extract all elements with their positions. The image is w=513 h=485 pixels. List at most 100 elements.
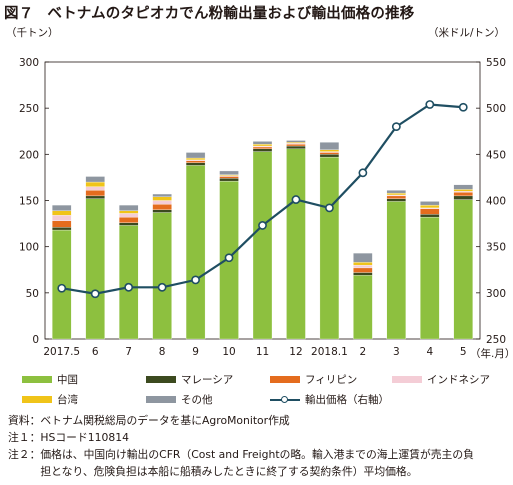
legend-label: 中国 <box>57 374 78 386</box>
chart-svg: 0 50 100 150 200 250 300 250 300 350 400 450 500 550 2… <box>19 57 506 358</box>
x-tick-label: 6 <box>92 346 99 358</box>
right-tick-label: 300 <box>486 288 506 300</box>
bar-segment-フィリピン <box>185 160 206 163</box>
figure-number: 図７ <box>4 6 34 22</box>
x-tick-label: 12 <box>289 346 302 358</box>
bar-segment-フィリピン <box>85 190 105 197</box>
legend-item: フィリピン <box>270 372 357 387</box>
bar-segment-台湾 <box>85 181 105 187</box>
bar-segment-マレーシア <box>386 198 406 202</box>
left-tick-label: 250 <box>19 103 39 115</box>
bar-segment-その他 <box>453 184 473 190</box>
bar-segment-台湾 <box>453 189 473 192</box>
bar-segment-マレーシア <box>119 222 139 226</box>
right-tick-label: 450 <box>486 149 506 161</box>
bar-segment-中国 <box>152 212 172 340</box>
price-point <box>124 282 134 292</box>
bar-segment-フィリピン <box>219 176 239 179</box>
bar-segment-インドネシア <box>52 215 72 221</box>
right-tick-label: 550 <box>486 57 506 69</box>
x-tick-label: 9 <box>192 346 199 358</box>
x-tick-label: 11 <box>256 346 269 358</box>
bar-segment-台湾 <box>319 149 340 152</box>
legend-item: 中国 <box>22 372 78 387</box>
price-point <box>425 100 435 109</box>
legend-label: マレーシア <box>181 374 234 386</box>
bar-segment-フィリピン <box>353 267 373 273</box>
bar-segment-台湾 <box>386 192 406 196</box>
bar-segment-フィリピン <box>52 220 72 228</box>
bar-segment-中国 <box>353 275 373 340</box>
bar-segment-台湾 <box>152 196 172 201</box>
note-2: 注２： 価格は、中国向け輸出のCFR（Cost and Freightの略。輸入港… <box>8 448 474 478</box>
bar-segment-台湾 <box>185 157 206 161</box>
legend-label: その他 <box>181 394 213 406</box>
legend-item: 台湾 <box>22 392 78 407</box>
bar-segment-その他 <box>85 176 105 183</box>
bar-segment-フィリピン <box>319 152 340 155</box>
legend-label: フィリピン <box>305 374 358 386</box>
bar-segment-マレーシア <box>319 154 340 158</box>
left-tick-label: 150 <box>19 196 39 208</box>
bar-segment-台湾 <box>252 144 273 147</box>
bar-segment-マレーシア <box>185 162 206 166</box>
legend-item: マレーシア <box>146 372 233 387</box>
legend-label: インドネシア <box>427 374 490 386</box>
bar-segment-マレーシア <box>252 148 273 152</box>
bar-segment-その他 <box>185 152 206 159</box>
bar-segment-フィリピン <box>420 208 440 215</box>
x-tick-label: 5 <box>460 346 467 358</box>
price-point <box>391 122 401 132</box>
bar-segment-中国 <box>119 225 139 340</box>
bar-segment-中国 <box>453 199 473 340</box>
bar-segment-フィリピン <box>386 195 406 199</box>
bar-segment-その他 <box>386 190 406 194</box>
bar-segment-中国 <box>420 216 440 340</box>
bar-segment-マレーシア <box>152 209 172 213</box>
left-tick-label: 0 <box>32 334 39 346</box>
right-tick-label: 400 <box>486 196 506 208</box>
legend-swatch <box>270 376 300 383</box>
x-tick-label: 2 <box>360 346 367 358</box>
x-tick-label: 8 <box>159 346 166 358</box>
price-point <box>291 195 301 204</box>
notes: 資料： ベトナム関税総局のデータを基にAgroMonitor作成 注１： HSコード… <box>8 412 480 480</box>
bar-segment-マレーシア <box>85 195 105 199</box>
legend-label: 台湾 <box>57 394 78 406</box>
price-point <box>90 289 100 299</box>
bar-segment-マレーシア <box>52 227 72 231</box>
legend-item: インドネシア <box>392 372 490 387</box>
title-text: ベトナムのタピオカでん粉輸出量および輸出価格の推移 <box>47 6 415 22</box>
left-tick-label: 200 <box>19 149 39 161</box>
price-point <box>358 168 368 178</box>
legend-item: その他 <box>146 392 213 407</box>
legend-item: 輸出価格（右軸） <box>270 392 389 407</box>
legend-swatch <box>22 376 52 383</box>
bar-segment-その他 <box>286 140 306 143</box>
bar-segment-マレーシア <box>420 214 440 218</box>
bar-segment-中国 <box>85 198 105 340</box>
x-tick-label: 4 <box>426 346 433 358</box>
bar-segment-その他 <box>420 201 440 206</box>
chart-title: 図７ ベトナムのタピオカでん粉輸出量および輸出価格の推移 <box>4 2 414 23</box>
note-source: 資料： ベトナム関税総局のデータを基にAgroMonitor作成 <box>8 414 290 427</box>
bar-segment-フィリピン <box>286 144 306 147</box>
note-1: 注１： HSコード110814 <box>8 431 129 444</box>
legend-line-swatch <box>270 395 300 404</box>
legend-swatch <box>146 376 176 383</box>
bar-segment-その他 <box>119 204 139 211</box>
price-point <box>458 102 468 112</box>
price-point <box>258 221 267 230</box>
x-tick-label: 3 <box>393 346 400 358</box>
bar-segment-台湾 <box>353 262 373 266</box>
bar-segment-マレーシア <box>219 178 239 182</box>
left-tick-label: 100 <box>19 242 39 254</box>
x-tick-label: 10 <box>222 346 235 358</box>
bar-segment-その他 <box>52 204 72 211</box>
bar-segment-マレーシア <box>286 145 306 149</box>
left-tick-label: 300 <box>19 57 39 69</box>
bar-segment-中国 <box>252 151 273 340</box>
right-tick-label: 350 <box>486 242 506 254</box>
bar-segment-マレーシア <box>353 272 373 276</box>
bar-segment-フィリピン <box>119 216 139 223</box>
